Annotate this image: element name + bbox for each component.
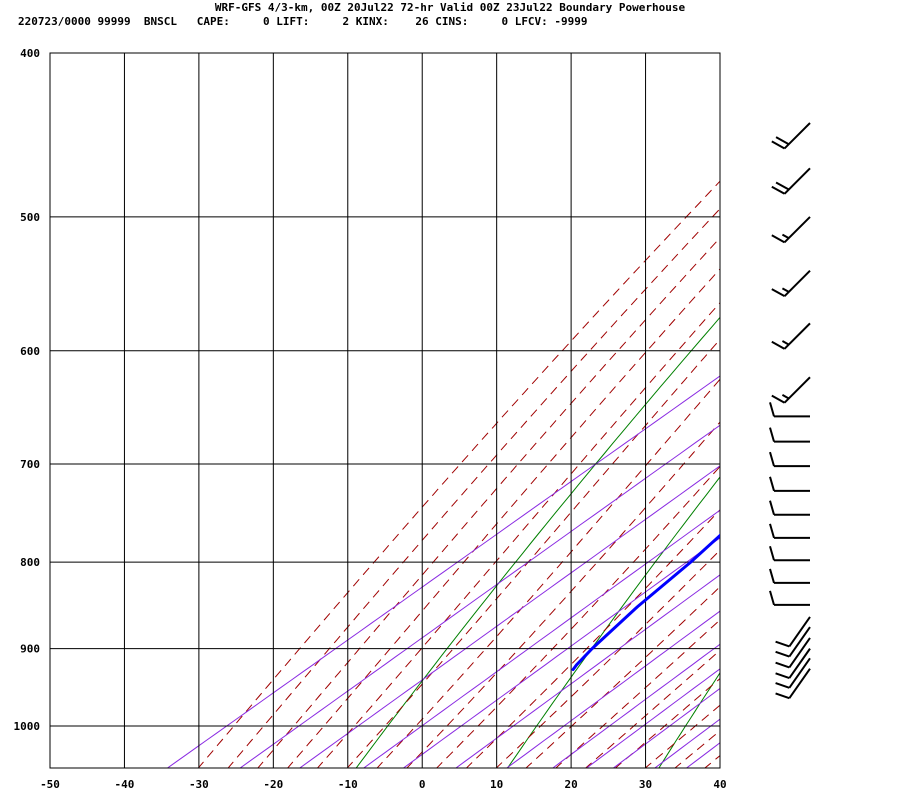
mixing-ratio-line [552, 643, 720, 768]
pressure-tick-labels: 400 500 600 700 800 900 1000 [14, 47, 41, 733]
moist-adiabat-line [644, 704, 720, 768]
temperature-tick-label: -10 [338, 778, 358, 791]
temperature-tick-label: 30 [639, 778, 652, 791]
moist-adiabat-line [257, 237, 720, 768]
pressure-tick-label: 900 [20, 643, 40, 656]
wind-barb [769, 590, 810, 606]
moist-adiabat-line [614, 677, 720, 768]
moist-adiabat-line [495, 549, 720, 768]
dry-adiabat-line [355, 316, 720, 768]
mixing-ratio-line [166, 375, 720, 768]
pressure-tick-label: 700 [20, 458, 40, 471]
wind-barb [775, 626, 811, 658]
wind-barbs [769, 122, 811, 700]
wind-barb [771, 269, 811, 298]
pressure-tick-label: 800 [20, 556, 40, 569]
temperature-profile-line [780, 131, 900, 669]
sounding-series [571, 131, 900, 671]
moist-adiabat-line [316, 301, 720, 768]
moist-adiabat-line [435, 465, 720, 768]
plot-frame [49, 52, 721, 769]
mixing-ratio-line [402, 537, 720, 768]
moist-adiabat-line [346, 338, 720, 768]
wind-barb [771, 167, 811, 195]
moist-adiabat-line [525, 586, 720, 768]
moist-adiabat-line [287, 268, 720, 768]
mixing-ratio-line [455, 574, 720, 768]
wind-barb [769, 545, 810, 562]
dry-adiabat-line [658, 671, 720, 768]
mixing-ratio-line [654, 718, 720, 768]
wind-barb [769, 427, 810, 443]
mixing-ratio-line [723, 15, 900, 769]
moist-adiabat-line [584, 649, 720, 768]
moist-adiabat-line [704, 754, 720, 768]
temperature-tick-label: -50 [40, 778, 60, 791]
mixing-ratio-line [685, 742, 720, 768]
wind-barb [771, 376, 811, 404]
mixing-ratio-line [585, 668, 720, 768]
wind-barb [769, 523, 810, 539]
mixing-ratio-line [362, 509, 720, 768]
wind-barb [771, 122, 811, 150]
temperature-tick-label: 10 [490, 778, 503, 791]
temperature-tick-label: 0 [419, 778, 426, 791]
moist-adiabat-line [227, 208, 720, 768]
pressure-tick-label: 1000 [14, 720, 41, 733]
moist-adiabat-line [197, 180, 720, 768]
pressure-tick-label: 600 [20, 345, 40, 358]
wind-barb [769, 451, 810, 468]
wind-barb [775, 668, 811, 700]
wind-barb [771, 216, 811, 244]
temperature-tick-label: -30 [189, 778, 209, 791]
gridlines [49, 52, 721, 768]
wind-barb [769, 476, 810, 492]
pressure-tick-label: 400 [20, 47, 40, 60]
dry-adiabat-line [810, 15, 900, 769]
wind-barb [775, 616, 811, 648]
wind-barb [775, 637, 811, 669]
background-lines [166, 15, 900, 769]
temperature-tick-label: 20 [564, 778, 577, 791]
dry-adiabat-line [506, 476, 720, 768]
temperature-tick-labels: -50 -40 -30 -20 -10 0 10 20 30 40 [40, 778, 727, 791]
mixing-ratio-line [239, 424, 720, 768]
moist-adiabat-line [376, 378, 720, 768]
dewpoint-profile-line [571, 533, 720, 671]
chart-title: WRF-GFS 4/3-km, 00Z 20Jul22 72-hr Valid … [214, 1, 686, 14]
moist-adiabat-line [406, 421, 720, 768]
mixing-ratio-line [506, 610, 720, 768]
station-info-line: 220723/0000 99999 BNSCL CAPE: 0 LIFT: 2 … [18, 15, 588, 28]
mixing-ratio-line [298, 465, 720, 768]
temperature-tick-label: -40 [115, 778, 135, 791]
moist-adiabat-line [734, 15, 900, 769]
wind-barb [771, 322, 811, 350]
pressure-tick-label: 500 [20, 211, 40, 224]
temperature-tick-label: 40 [713, 778, 726, 791]
wind-barb [769, 402, 810, 418]
wind-barb [769, 500, 810, 516]
wind-barb [775, 657, 811, 689]
wind-barb [769, 568, 810, 584]
wind-barb [775, 648, 811, 680]
temperature-tick-label: -20 [263, 778, 283, 791]
moist-adiabat-line [555, 619, 720, 768]
moist-adiabat-line [465, 509, 720, 768]
